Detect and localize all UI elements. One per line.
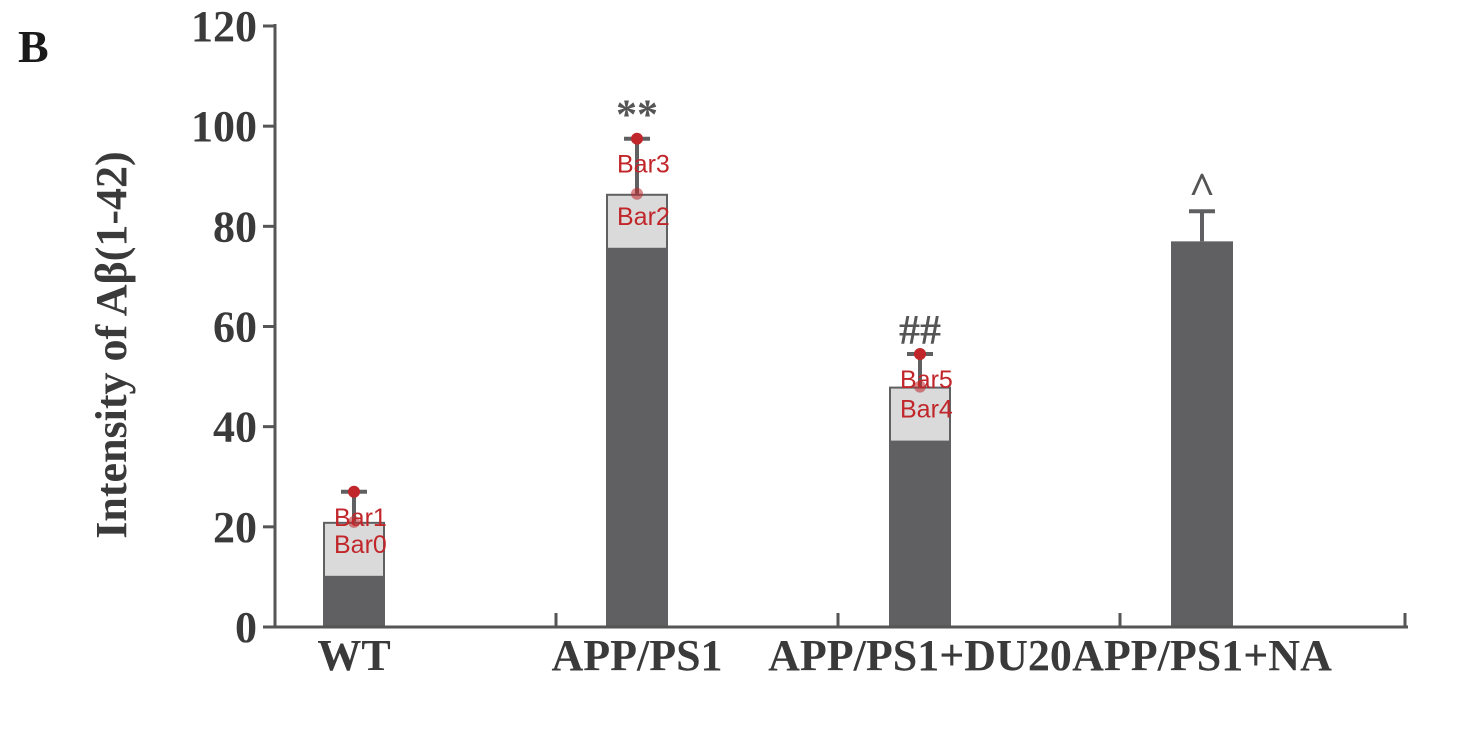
annotation-label-2: Bar2 (617, 203, 670, 231)
error-bars (341, 136, 1215, 522)
significance-label-1: ** (616, 93, 658, 139)
y-tick-label-2: 40 (213, 403, 257, 452)
panel-label: B (18, 21, 49, 72)
annotation-highlight-1 (608, 195, 666, 248)
annotation-point-4 (914, 380, 926, 393)
annotation-highlight-0 (325, 523, 383, 576)
annotation-point-5 (914, 348, 926, 361)
x-tick-labels: WT APP/PS1 APP/PS1+DU20 APP/PS1+NA (317, 631, 1332, 680)
annotation-label-4: Bar4 (900, 396, 953, 424)
axes (273, 24, 1408, 629)
annotation-label-0: Bar0 (334, 531, 387, 559)
y-tick-label-5: 100 (191, 102, 257, 151)
bar-1 (606, 193, 668, 627)
x-tick-label-3: APP/PS1+NA (1072, 631, 1332, 680)
x-tick-label-0: WT (317, 631, 390, 680)
y-axis-title: Intensity of Aβ(1-42) (87, 151, 136, 538)
annotation-label-1: Bar1 (334, 504, 387, 532)
significance-label-3: ^ (1189, 162, 1216, 213)
annotation-point-1 (348, 485, 360, 498)
significance-labels: ** ## ^ (616, 93, 1215, 354)
y-tick-label-3: 60 (213, 303, 257, 352)
y-tick-label-4: 80 (213, 202, 257, 251)
significance-label-2: ## (899, 308, 941, 354)
x-tick-label-2: APP/PS1+DU20 (768, 631, 1072, 680)
y-tick-label-6: 120 (191, 2, 257, 51)
annotation-label-3: Bar3 (617, 151, 670, 179)
y-tick-label-0: 0 (235, 603, 257, 652)
annotation-point-0 (348, 515, 360, 528)
annotation-point-2 (631, 187, 643, 200)
y-tick-label-1: 20 (213, 503, 257, 552)
annotation-highlight-2 (891, 388, 949, 441)
y-ticks: 0 20 40 60 80 100 120 (191, 2, 275, 652)
bars (323, 193, 1233, 627)
x-tick-label-1: APP/PS1 (551, 631, 722, 680)
bar-3 (1171, 241, 1233, 627)
annotation-point-3 (631, 132, 643, 145)
annotation-label-5: Bar5 (900, 366, 953, 394)
